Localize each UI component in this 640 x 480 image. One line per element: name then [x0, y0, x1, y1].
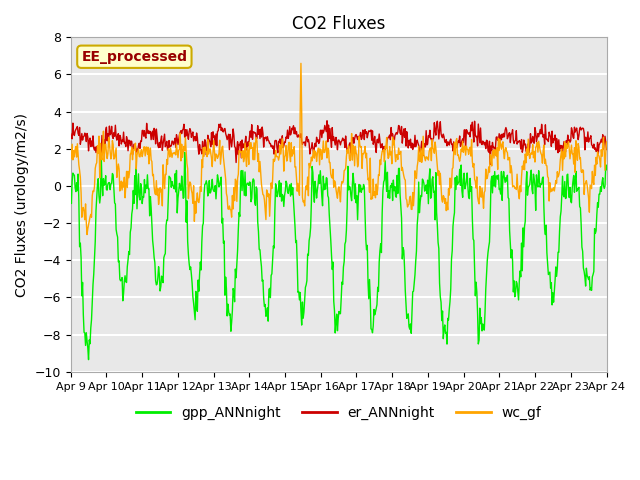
Y-axis label: CO2 Fluxes (urology/m2/s): CO2 Fluxes (urology/m2/s) [15, 113, 29, 297]
Legend: gpp_ANNnight, er_ANNnight, wc_gf: gpp_ANNnight, er_ANNnight, wc_gf [130, 400, 547, 425]
Text: EE_processed: EE_processed [81, 50, 188, 64]
Title: CO2 Fluxes: CO2 Fluxes [292, 15, 385, 33]
